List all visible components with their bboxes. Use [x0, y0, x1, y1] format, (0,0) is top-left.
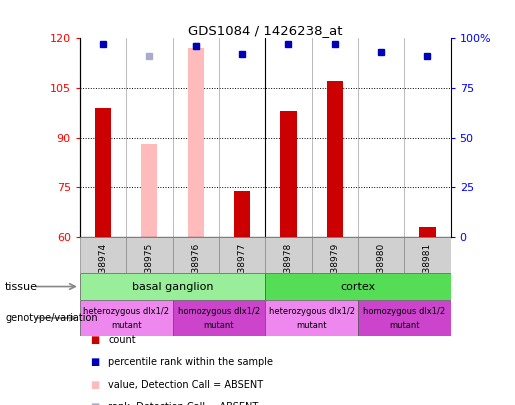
Text: ■: ■ — [90, 358, 99, 367]
Text: mutant: mutant — [203, 322, 234, 330]
Text: basal ganglion: basal ganglion — [132, 281, 213, 292]
Text: GSM38980: GSM38980 — [376, 242, 386, 292]
Text: tissue: tissue — [5, 281, 38, 292]
Bar — [234, 191, 250, 237]
Text: count: count — [108, 335, 136, 345]
Text: GSM38979: GSM38979 — [330, 242, 339, 292]
Text: cortex: cortex — [340, 281, 375, 292]
Text: value, Detection Call = ABSENT: value, Detection Call = ABSENT — [108, 380, 263, 390]
Text: homozygous dlx1/2: homozygous dlx1/2 — [178, 307, 260, 316]
Text: heterozygous dlx1/2: heterozygous dlx1/2 — [269, 307, 354, 316]
Bar — [419, 227, 436, 237]
Bar — [404, 237, 451, 273]
Text: percentile rank within the sample: percentile rank within the sample — [108, 358, 273, 367]
Text: GSM38975: GSM38975 — [145, 242, 154, 292]
Text: heterozygous dlx1/2: heterozygous dlx1/2 — [83, 307, 169, 316]
Text: mutant: mutant — [111, 322, 142, 330]
Text: GSM38981: GSM38981 — [423, 242, 432, 292]
Text: mutant: mutant — [389, 322, 420, 330]
Bar — [312, 237, 358, 273]
Text: ■: ■ — [90, 335, 99, 345]
Text: ■: ■ — [90, 380, 99, 390]
Text: homozygous dlx1/2: homozygous dlx1/2 — [363, 307, 445, 316]
Bar — [80, 237, 126, 273]
Bar — [219, 237, 265, 273]
Bar — [265, 273, 451, 300]
Title: GDS1084 / 1426238_at: GDS1084 / 1426238_at — [188, 24, 342, 37]
Text: ■: ■ — [90, 402, 99, 405]
Bar — [358, 300, 451, 336]
Bar — [173, 300, 265, 336]
Text: genotype/variation: genotype/variation — [5, 313, 98, 323]
Text: GSM38978: GSM38978 — [284, 242, 293, 292]
Bar — [95, 108, 111, 237]
Text: rank, Detection Call = ABSENT: rank, Detection Call = ABSENT — [108, 402, 259, 405]
Bar — [187, 48, 204, 237]
Bar — [358, 237, 404, 273]
Bar — [327, 81, 343, 237]
Text: GSM38977: GSM38977 — [237, 242, 247, 292]
Text: mutant: mutant — [296, 322, 327, 330]
Text: GSM38974: GSM38974 — [98, 242, 108, 292]
Bar — [173, 237, 219, 273]
Bar — [126, 237, 173, 273]
Text: GSM38976: GSM38976 — [191, 242, 200, 292]
Bar — [80, 273, 265, 300]
Bar — [80, 300, 173, 336]
Bar — [141, 144, 158, 237]
Bar — [280, 111, 297, 237]
Bar — [265, 237, 312, 273]
Bar — [265, 300, 358, 336]
